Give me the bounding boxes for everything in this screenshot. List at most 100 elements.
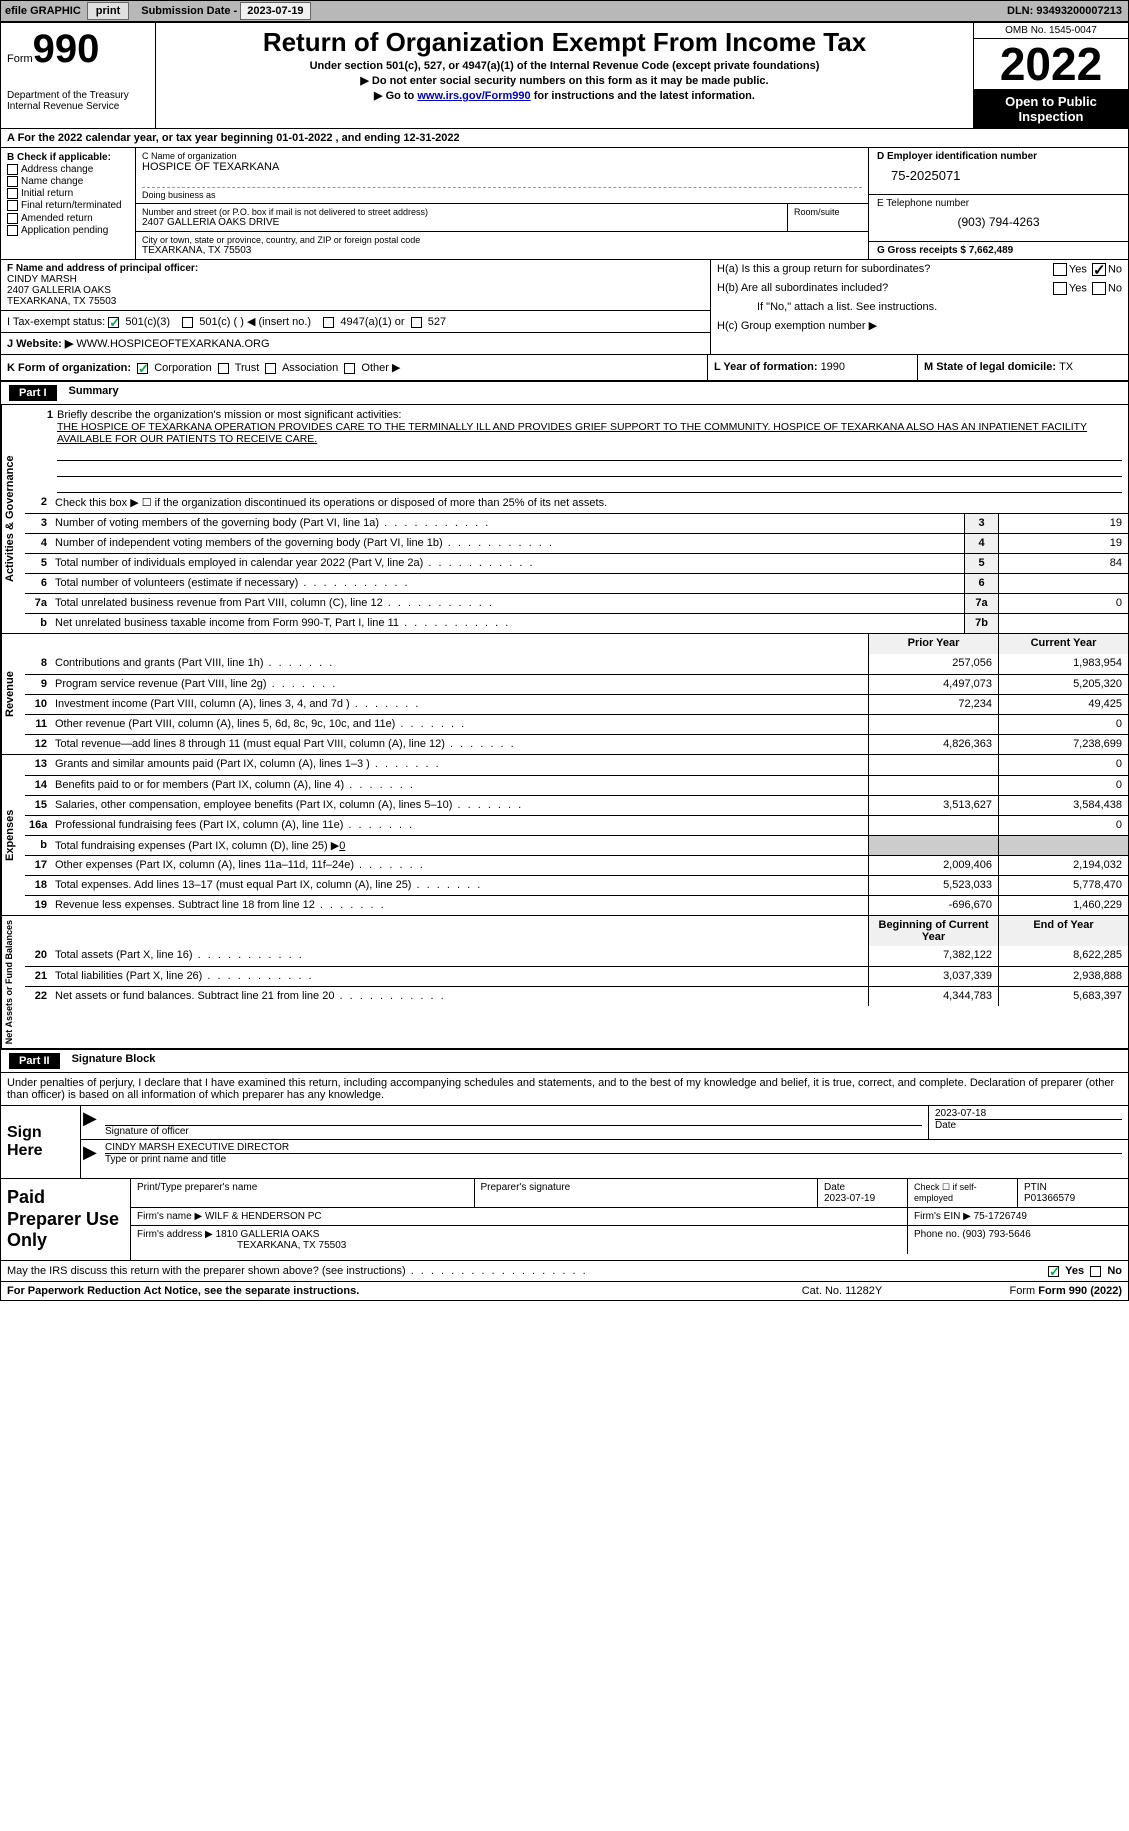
tax-year: 2022 [974, 39, 1128, 90]
print-button[interactable]: print [87, 2, 129, 20]
note-ssn: ▶ Do not enter social security numbers o… [164, 74, 965, 87]
summary-row: 5Total number of individuals employed in… [25, 553, 1128, 573]
header-right: OMB No. 1545-0047 2022 Open to Public In… [973, 23, 1128, 128]
chk-501c[interactable] [182, 317, 193, 328]
chk-corp[interactable] [137, 363, 148, 374]
row-k: K Form of organization: Corporation Trus… [1, 355, 1128, 381]
mission-text: THE HOSPICE OF TEXARKANA OPERATION PROVI… [57, 421, 1087, 445]
summary-row: bNet unrelated business taxable income f… [25, 613, 1128, 633]
vtab-expenses: Expenses [1, 755, 25, 915]
net-assets-row: 21Total liabilities (Part X, line 26)3,0… [25, 966, 1128, 986]
firm-name: WILF & HENDERSON PC [205, 1211, 322, 1222]
officer-name: CINDY MARSH [7, 274, 77, 285]
chk-name-change[interactable]: Name change [7, 176, 129, 187]
hb-no[interactable] [1092, 282, 1106, 295]
officer-printed-name: CINDY MARSH EXECUTIVE DIRECTOR [105, 1142, 1122, 1154]
row-a-tax-period: A For the 2022 calendar year, or tax yea… [1, 129, 1128, 148]
chk-4947[interactable] [323, 317, 334, 328]
open-public-badge: Open to Public Inspection [974, 90, 1128, 128]
summary-row: 6Total number of volunteers (estimate if… [25, 573, 1128, 593]
chk-address-change[interactable]: Address change [7, 164, 129, 175]
ein-value: 75-2025071 [877, 162, 1120, 183]
vtab-revenue: Revenue [1, 634, 25, 754]
year-formation: L Year of formation: 1990 [708, 355, 918, 380]
col-c-org-info: C Name of organization HOSPICE OF TEXARK… [136, 148, 868, 259]
mission-row: 1 Briefly describe the organization's mi… [25, 405, 1128, 493]
col-h-group: H(a) Is this a group return for subordin… [711, 260, 1128, 354]
form-990: Form990 Department of the Treasury Inter… [0, 22, 1129, 1301]
firm-addr2: TEXARKANA, TX 75503 [237, 1240, 346, 1251]
irs-link[interactable]: www.irs.gov/Form990 [417, 90, 530, 102]
arrow-icon: ▶ [81, 1140, 99, 1167]
summary-row: 3Number of voting members of the governi… [25, 513, 1128, 533]
self-employed-check[interactable]: Check ☐ if self-employed [908, 1179, 1018, 1207]
dba-label: Doing business as [142, 187, 862, 200]
chk-trust[interactable] [218, 363, 229, 374]
discuss-with-preparer: May the IRS discuss this return with the… [1, 1261, 1128, 1282]
revenue-row: 12Total revenue—add lines 8 through 11 (… [25, 734, 1128, 754]
chk-amended[interactable]: Amended return [7, 213, 129, 224]
org-address: 2407 GALLERIA OAKS DRIVE [142, 217, 781, 228]
sign-here-block: Sign Here ▶ Signature of officer 2023-07… [1, 1106, 1128, 1179]
revenue-row: 10Investment income (Part VIII, column (… [25, 694, 1128, 714]
expense-row: 15Salaries, other compensation, employee… [25, 795, 1128, 815]
firm-ein: 75-1726749 [974, 1211, 1027, 1222]
header-middle: Return of Organization Exempt From Incom… [156, 23, 973, 128]
chk-501c3[interactable] [108, 317, 119, 328]
firm-addr1: 1810 GALLERIA OAKS [216, 1229, 320, 1240]
efile-label: efile GRAPHIC [5, 5, 81, 17]
vtab-governance: Activities & Governance [1, 405, 25, 633]
summary-row: 2Check this box ▶ ☐ if the organization … [25, 493, 1128, 513]
col-d-ein-tel: D Employer identification number 75-2025… [868, 148, 1128, 259]
net-assets-row: 20Total assets (Part X, line 16)7,382,12… [25, 946, 1128, 966]
room-suite: Room/suite [788, 204, 868, 231]
expense-row: 18Total expenses. Add lines 13–17 (must … [25, 875, 1128, 895]
vtab-net-assets: Net Assets or Fund Balances [1, 916, 25, 1048]
chk-assoc[interactable] [265, 363, 276, 374]
ptin: P01366579 [1024, 1193, 1075, 1204]
revenue-section: Revenue Prior Year Current Year 8Contrib… [1, 634, 1128, 755]
revenue-row: 8Contributions and grants (Part VIII, li… [25, 654, 1128, 674]
gross-receipts: G Gross receipts $ 7,662,489 [869, 242, 1128, 259]
revenue-header: Prior Year Current Year [25, 634, 1128, 654]
website-url: WWW.HOSPICEOFTEXARKANA.ORG [76, 338, 269, 350]
col-b-checkboxes: B Check if applicable: Address change Na… [1, 148, 136, 259]
net-assets-section: Net Assets or Fund Balances Beginning of… [1, 916, 1128, 1049]
chk-app-pending[interactable]: Application pending [7, 225, 129, 236]
chk-other[interactable] [344, 363, 355, 374]
row-i-tax-status: I Tax-exempt status: 501(c)(3) 501(c) ( … [1, 311, 710, 333]
row-f-officer: F Name and address of principal officer:… [1, 260, 710, 311]
state-domicile: M State of legal domicile: TX [918, 355, 1128, 380]
paid-preparer-block: Paid Preparer Use Only Print/Type prepar… [1, 1179, 1128, 1261]
revenue-row: 9Program service revenue (Part VIII, lin… [25, 674, 1128, 694]
expense-row: 14Benefits paid to or for members (Part … [25, 775, 1128, 795]
chk-final-return[interactable]: Final return/terminated [7, 200, 129, 211]
firm-phone: (903) 793-5646 [962, 1229, 1030, 1240]
chk-527[interactable] [411, 317, 422, 328]
ha-no[interactable] [1092, 263, 1106, 276]
ha-yes[interactable] [1053, 263, 1067, 276]
section-fhij: F Name and address of principal officer:… [1, 260, 1128, 355]
row-j-website: J Website: ▶ WWW.HOSPICEOFTEXARKANA.ORG [1, 333, 710, 354]
signature-declaration: Under penalties of perjury, I declare th… [1, 1073, 1128, 1106]
arrow-icon: ▶ [81, 1106, 99, 1139]
chk-initial-return[interactable]: Initial return [7, 188, 129, 199]
sig-date: 2023-07-18 [935, 1108, 1122, 1119]
submission-label: Submission Date - 2023-07-19 [141, 5, 310, 17]
discuss-no[interactable] [1090, 1266, 1101, 1277]
form-header: Form990 Department of the Treasury Inter… [1, 23, 1128, 129]
expense-row: 13Grants and similar amounts paid (Part … [25, 755, 1128, 775]
dln: DLN: 93493200007213 [1007, 5, 1122, 17]
part2-header: Part II Signature Block [1, 1049, 1128, 1073]
org-name: HOSPICE OF TEXARKANA [142, 161, 862, 173]
telephone: (903) 794-4263 [877, 209, 1120, 229]
org-city: TEXARKANA, TX 75503 [142, 245, 862, 256]
dept-label: Department of the Treasury [7, 90, 149, 101]
form-footer: For Paperwork Reduction Act Notice, see … [1, 1282, 1128, 1300]
section-bcd: B Check if applicable: Address change Na… [1, 148, 1128, 260]
hb-yes[interactable] [1053, 282, 1067, 295]
discuss-yes[interactable] [1048, 1266, 1059, 1277]
form-number: 990 [33, 27, 100, 71]
expense-row: 17Other expenses (Part IX, column (A), l… [25, 855, 1128, 875]
omb-number: OMB No. 1545-0047 [974, 23, 1128, 39]
